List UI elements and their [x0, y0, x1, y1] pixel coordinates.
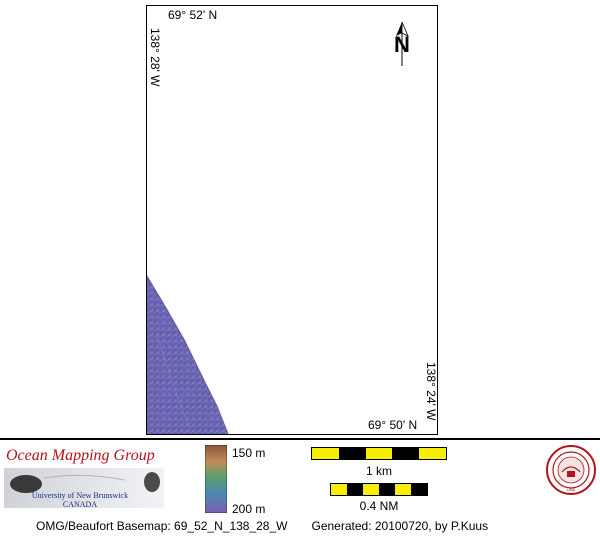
bathymetry-layer: [147, 275, 229, 434]
latitude-top-label: 69° 52' N: [168, 8, 218, 22]
scale-segment: [338, 448, 366, 459]
svg-text:UNB: UNB: [567, 487, 576, 492]
colorbar-bottom-label: 200 m: [232, 502, 266, 516]
generated-label: Generated: 20100720, by P.Kuus: [311, 519, 489, 533]
scale-segment: [331, 484, 347, 495]
university-seal-icon: UNB: [546, 445, 596, 495]
university-line2: CANADA: [62, 500, 98, 509]
map-frame: N: [146, 5, 438, 435]
scale-segment: [365, 448, 393, 459]
north-arrow-icon: [396, 21, 409, 66]
org-name: Ocean Mapping Group: [6, 447, 155, 464]
scale-segment: [419, 448, 446, 459]
scale-segment: [312, 448, 339, 459]
scale-km-label: 1 km: [365, 464, 392, 478]
university-line1: University of New Brunswick: [31, 491, 129, 500]
scale-segment: [363, 484, 379, 495]
scale-segment: [411, 484, 427, 495]
scale-nm-label: 0.4 NM: [359, 499, 399, 513]
north-label: N: [394, 32, 410, 57]
university-name: University of New Brunswick CANADA: [30, 491, 130, 509]
longitude-right-label: 138° 24' W: [424, 362, 438, 421]
basemap-label: OMG/Beaufort Basemap: 69_52_N_138_28_W: [36, 519, 288, 533]
scale-segment: [395, 484, 411, 495]
scale-segment: [392, 448, 420, 459]
scale-segment: [379, 484, 395, 495]
longitude-left-label: 138° 28' W: [148, 28, 162, 87]
ocean-mapping-logo: [4, 468, 164, 508]
scale-segment: [347, 484, 363, 495]
scale-bar-km: [311, 447, 447, 460]
depth-colorbar: [205, 445, 227, 513]
map-caption: OMG/Beaufort Basemap: 69_52_N_138_28_W Ge…: [36, 519, 488, 533]
scale-bar-nm: [330, 483, 428, 496]
colorbar-top-label: 150 m: [232, 446, 266, 460]
latitude-bottom-label: 69° 50' N: [368, 418, 418, 432]
footer-divider: [0, 438, 600, 440]
